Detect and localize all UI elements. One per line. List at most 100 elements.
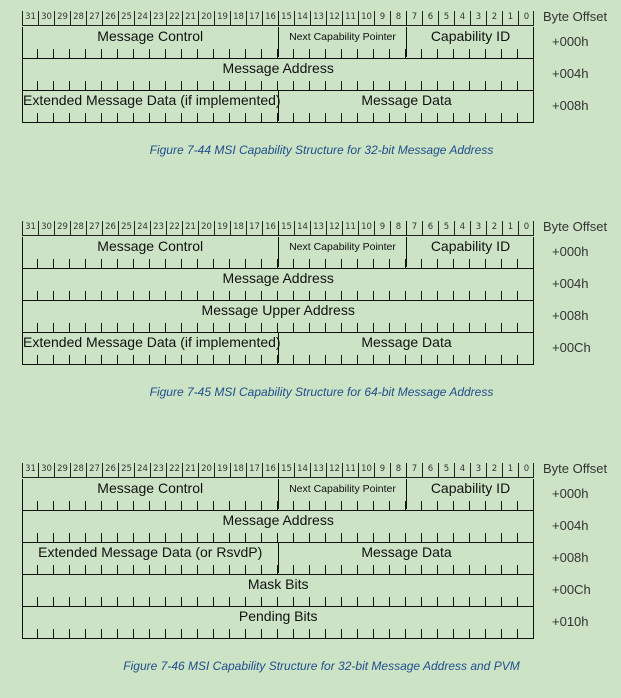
register-field: Extended Message Data (or RsvdP) [38,544,263,560]
bit-number: 13 [310,11,326,26]
bit-number: 31 [22,221,38,236]
byte-offset: +008h [552,98,589,113]
bit-number: 5 [438,11,454,26]
bit-number-row: 31 30 29 28 27 26 25 24 23 22 21 20 19 18 17 16 15 14 13 12… [22,220,534,236]
bit-number: 12 [326,11,342,26]
register-field: Message Address [222,60,334,76]
register-row: Extended Message Data (if implemented) Me… [22,333,621,365]
register-field: Message Upper Address [201,302,355,318]
bit-header-edge [533,463,534,478]
bit-number: 25 [118,463,134,478]
bit-number: 18 [230,463,246,478]
bit-number: 2 [486,11,502,26]
bit-number: 30 [38,221,54,236]
bit-number: 24 [134,463,150,478]
bit-number: 31 [22,463,38,478]
bit-number: 16 [262,221,278,236]
byte-offset: +000h [552,486,589,501]
register-field: Next Capability Pointer [278,27,406,57]
bit-number: 26 [102,221,118,236]
bit-number: 10 [358,221,374,236]
register-field: Next Capability Pointer [278,237,406,267]
register-row: Message Upper Address +008h [22,301,621,333]
register-row: Extended Message Data (if implemented) Me… [22,91,621,123]
register-row: Message Address +004h [22,269,621,301]
bit-number: 17 [246,11,262,26]
bit-number: 6 [422,221,438,236]
register-field: Message Data [278,91,534,121]
register-field: Mask Bits [247,576,309,592]
register-field: Message Address [222,270,334,286]
bit-number: 22 [166,463,182,478]
bit-number: 30 [38,11,54,26]
bit-number: 26 [102,463,118,478]
byte-offset: +004h [552,518,589,533]
bit-number: 20 [198,11,214,26]
byte-offset: +008h [552,550,589,565]
bit-header-edge [533,11,534,26]
bit-number: 6 [422,11,438,26]
byte-offset-header: Byte Offset [543,219,608,234]
figure-caption: Figure 7-46 MSI Capability Structure for… [123,659,520,673]
bit-number: 29 [54,221,70,236]
bit-number: 6 [422,463,438,478]
bit-number: 18 [230,221,246,236]
figure-caption: Figure 7-44 MSI Capability Structure for… [149,143,494,157]
byte-offset: +004h [552,66,589,81]
register-row-box: Mask Bits [22,575,534,607]
byte-offset: +010h [552,614,589,629]
register-row: Message Control Next Capability Pointer Ca… [22,27,621,59]
bit-number: 0 [518,463,534,478]
bit-tick-marks [37,113,518,122]
register-row-box: Message Control Next Capability Pointer Ca… [22,479,534,511]
bit-number: 1 [502,463,518,478]
bit-tick-marks [37,291,518,300]
bit-number: 16 [262,11,278,26]
bit-number: 0 [518,11,534,26]
bit-number: 3 [470,11,486,26]
bit-number: 21 [182,463,198,478]
bit-number: 9 [374,11,390,26]
bit-number-row: 31 30 29 28 27 26 25 24 23 22 21 20 19 18 17 16 15 14 13 12… [22,462,534,478]
register-field: Capability ID [406,237,534,267]
bit-number: 29 [54,463,70,478]
bit-number: 8 [390,221,406,236]
bit-number: 17 [246,221,262,236]
bit-number: 28 [70,221,86,236]
bit-number: 19 [214,11,230,26]
register-row: Message Control Next Capability Pointer Ca… [22,479,621,511]
bit-number: 18 [230,11,246,26]
bit-number: 12 [326,463,342,478]
register-field: Message Data [278,543,534,573]
bit-header: 31 30 29 28 27 26 25 24 23 22 21 20 19 18 17 16 15 14 13 12… [22,9,621,27]
bit-number: 14 [294,221,310,236]
bit-number: 12 [326,221,342,236]
bit-number: 14 [294,11,310,26]
figure-7-45: 31 30 29 28 27 26 25 24 23 22 21 20 19 18 17 16 15 14 13 12… [22,219,621,399]
register-row: Message Control Next Capability Pointer Ca… [22,237,621,269]
bit-tick-marks [37,565,518,574]
bit-number: 9 [374,221,390,236]
figure-7-44: 31 30 29 28 27 26 25 24 23 22 21 20 19 18 17 16 15 14 13 12… [22,9,621,157]
bit-number: 19 [214,221,230,236]
register-row: Message Address +004h [22,59,621,91]
register-row-box: Extended Message Data (if implemented) Me… [22,333,534,365]
bit-tick-marks [37,49,518,58]
bit-number: 3 [470,221,486,236]
bit-number: 31 [22,11,38,26]
figure-7-46: 31 30 29 28 27 26 25 24 23 22 21 20 19 18 17 16 15 14 13 12… [22,461,621,673]
register-field: Extended Message Data (if implemented) [23,92,281,108]
register-field: Next Capability Pointer [278,479,406,509]
bit-tick-marks [37,259,518,268]
bit-number: 24 [134,221,150,236]
bit-number: 21 [182,221,198,236]
register-row: Message Address +004h [22,511,621,543]
register-row-box: Message Control Next Capability Pointer Ca… [22,27,534,59]
bit-number: 17 [246,463,262,478]
bit-number: 3 [470,463,486,478]
register-row: Extended Message Data (or RsvdP) Message … [22,543,621,575]
register-field: Message Data [278,333,534,363]
bit-number: 11 [342,221,358,236]
register-row-box: Extended Message Data (or RsvdP) Message … [22,543,534,575]
byte-offset: +00Ch [552,582,591,597]
